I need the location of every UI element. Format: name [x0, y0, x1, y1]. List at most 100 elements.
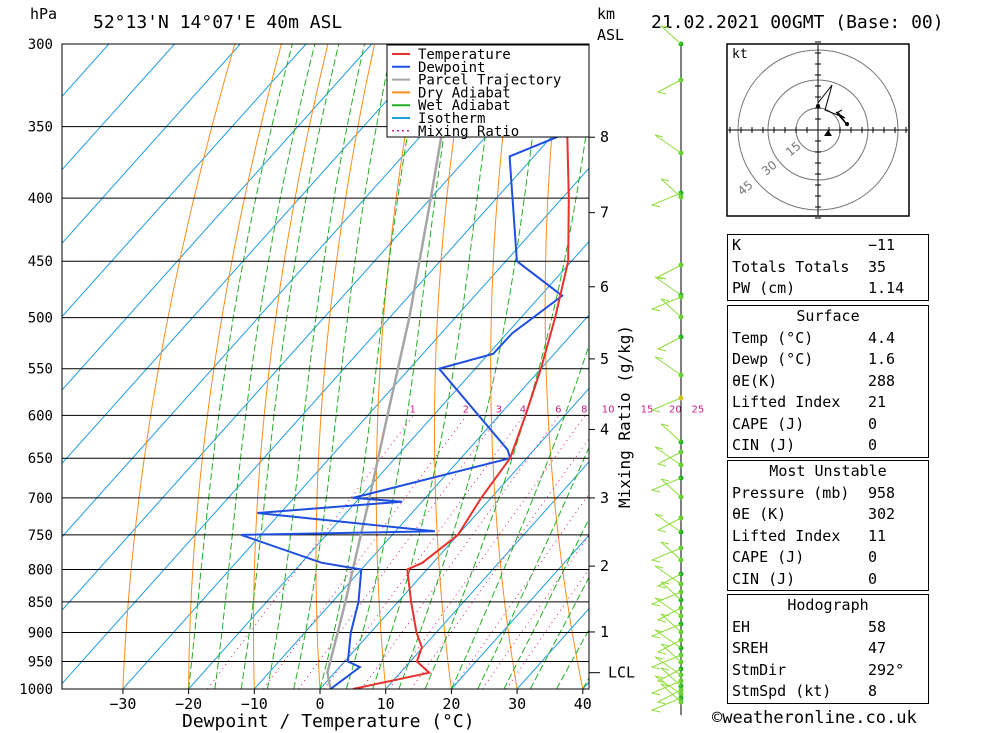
isotherm-line — [62, 44, 110, 98]
hodograph-units-label: kt — [732, 47, 748, 62]
hodograph-panel: Hodograph EH 58 SREH 47 StmDir 292° StmSpd (kt… — [727, 594, 929, 704]
isotherm-line — [62, 44, 438, 465]
wind-barb — [660, 298, 682, 318]
legend-label: Temperature — [418, 47, 511, 63]
km-tick-label: 4 — [600, 420, 609, 438]
info-label: PW (cm) — [732, 279, 796, 297]
info-row: CIN (J) 0 — [728, 435, 928, 457]
info-value: 1.14 — [868, 279, 905, 297]
wind-barb — [656, 79, 682, 95]
mixing-ratio-line — [388, 415, 586, 689]
wet-adiabat-line — [424, 111, 589, 689]
pressure-tick-label: 400 — [28, 191, 53, 207]
isotherm-line — [451, 534, 589, 689]
wind-barb — [656, 264, 682, 280]
wind-barb — [656, 336, 682, 352]
isotherm-line — [62, 44, 504, 538]
legend-label: Isotherm — [418, 111, 485, 127]
wind-profile — [650, 25, 684, 715]
hodograph-point — [845, 122, 849, 126]
info-label: CAPE (J) — [732, 414, 805, 433]
info-row: Temp (°C) 4.4 — [728, 328, 928, 350]
info-row: Lifted Index 21 — [728, 392, 928, 414]
dry-adiabat-line — [978, 26, 1000, 689]
info-row: θE (K) 302 — [728, 504, 928, 526]
mixing-ratio-label: 2 — [463, 404, 469, 415]
wind-barb — [650, 397, 682, 413]
km-tick-label: 2 — [600, 557, 609, 575]
legend-label: Mixing Ratio — [418, 124, 519, 140]
wind-barb — [650, 477, 682, 493]
pressure-lines — [62, 43, 589, 690]
dry-adiabat-line — [122, 44, 236, 689]
most-unstable-title: Most Unstable — [769, 462, 887, 480]
x-tick-label: −10 — [241, 695, 268, 713]
isotherm-line — [319, 387, 589, 689]
isotherm-line — [62, 44, 175, 171]
x-tick-label: 30 — [508, 695, 526, 713]
legend-label: Wet Adiabat — [418, 98, 511, 114]
pressure-tick-label: 350 — [28, 120, 53, 136]
info-row: SREH 47 — [728, 638, 928, 660]
isotherm-line — [62, 44, 241, 244]
wind-barb — [654, 446, 682, 466]
pressure-tick-label: 450 — [28, 254, 53, 270]
info-value: 288 — [868, 371, 896, 390]
mixing-ratio-label: 15 — [641, 404, 654, 415]
hodograph-point — [816, 104, 820, 108]
wet-adiabat-line — [503, 517, 589, 689]
info-label: θE (K) — [732, 505, 787, 523]
wind-barb — [654, 597, 682, 617]
isotherm-line — [62, 94, 589, 685]
info-row: CIN (J) 0 — [728, 569, 928, 591]
info-value: 1.6 — [868, 350, 896, 368]
wind-barb — [650, 654, 682, 670]
wind-barb — [660, 613, 682, 633]
x-tick-label: 40 — [574, 695, 592, 713]
wind-barb — [654, 565, 682, 585]
dewpoint-line — [240, 122, 589, 689]
pressure-tick-label: 850 — [28, 595, 53, 611]
wind-barb — [656, 639, 682, 655]
pressure-tick-label: 900 — [28, 626, 53, 642]
wet-adiabat-line — [372, 44, 500, 689]
pressure-tick-label: 750 — [28, 528, 53, 544]
x-tick-label: −30 — [109, 695, 136, 713]
wind-barb — [660, 478, 682, 498]
dry-adiabat-line — [253, 44, 329, 689]
mixing-ratio-label: 6 — [555, 404, 561, 415]
mixing-ratio-line — [263, 415, 468, 689]
km-tick-label: 7 — [600, 204, 609, 222]
info-label: K — [732, 236, 742, 254]
dry-adiabat-line — [375, 44, 422, 689]
info-value: 8 — [868, 682, 878, 700]
isotherm-line — [188, 240, 589, 689]
legend-label: Dewpoint — [418, 60, 485, 76]
info-label: CIN (J) — [732, 569, 796, 588]
info-value: 47 — [868, 639, 887, 657]
mixing-ratio-label: 4 — [520, 404, 526, 415]
mixing-ratio-label: 8 — [581, 404, 587, 415]
mixing-ratio-line — [505, 568, 589, 689]
wet-adiabat-line — [293, 44, 394, 689]
temperature-line — [352, 44, 570, 689]
info-row: StmDir 292° — [728, 660, 928, 682]
mixing-ratio-line — [410, 437, 589, 689]
legend-label: Dry Adiabat — [418, 85, 511, 101]
info-value: 4.4 — [868, 328, 896, 347]
wet-adiabat-line — [188, 44, 293, 689]
mixing-ratio-axis-title: Mixing Ratio (g/kg) — [615, 325, 634, 508]
wind-barb — [660, 581, 682, 601]
wind-barb — [660, 683, 682, 703]
hodograph-trace — [817, 84, 849, 127]
info-value: 11 — [868, 526, 887, 545]
mixing-ratio-label: 25 — [692, 404, 705, 415]
hodograph-title: Hodograph — [787, 596, 869, 614]
info-label: Temp (°C) — [732, 328, 814, 347]
isotherm-line — [385, 461, 589, 689]
wet-adiabat-line — [214, 44, 316, 689]
info-label: CAPE (J) — [732, 548, 805, 566]
isotherm-line — [62, 44, 307, 318]
dry-adiabat-line — [490, 44, 518, 689]
